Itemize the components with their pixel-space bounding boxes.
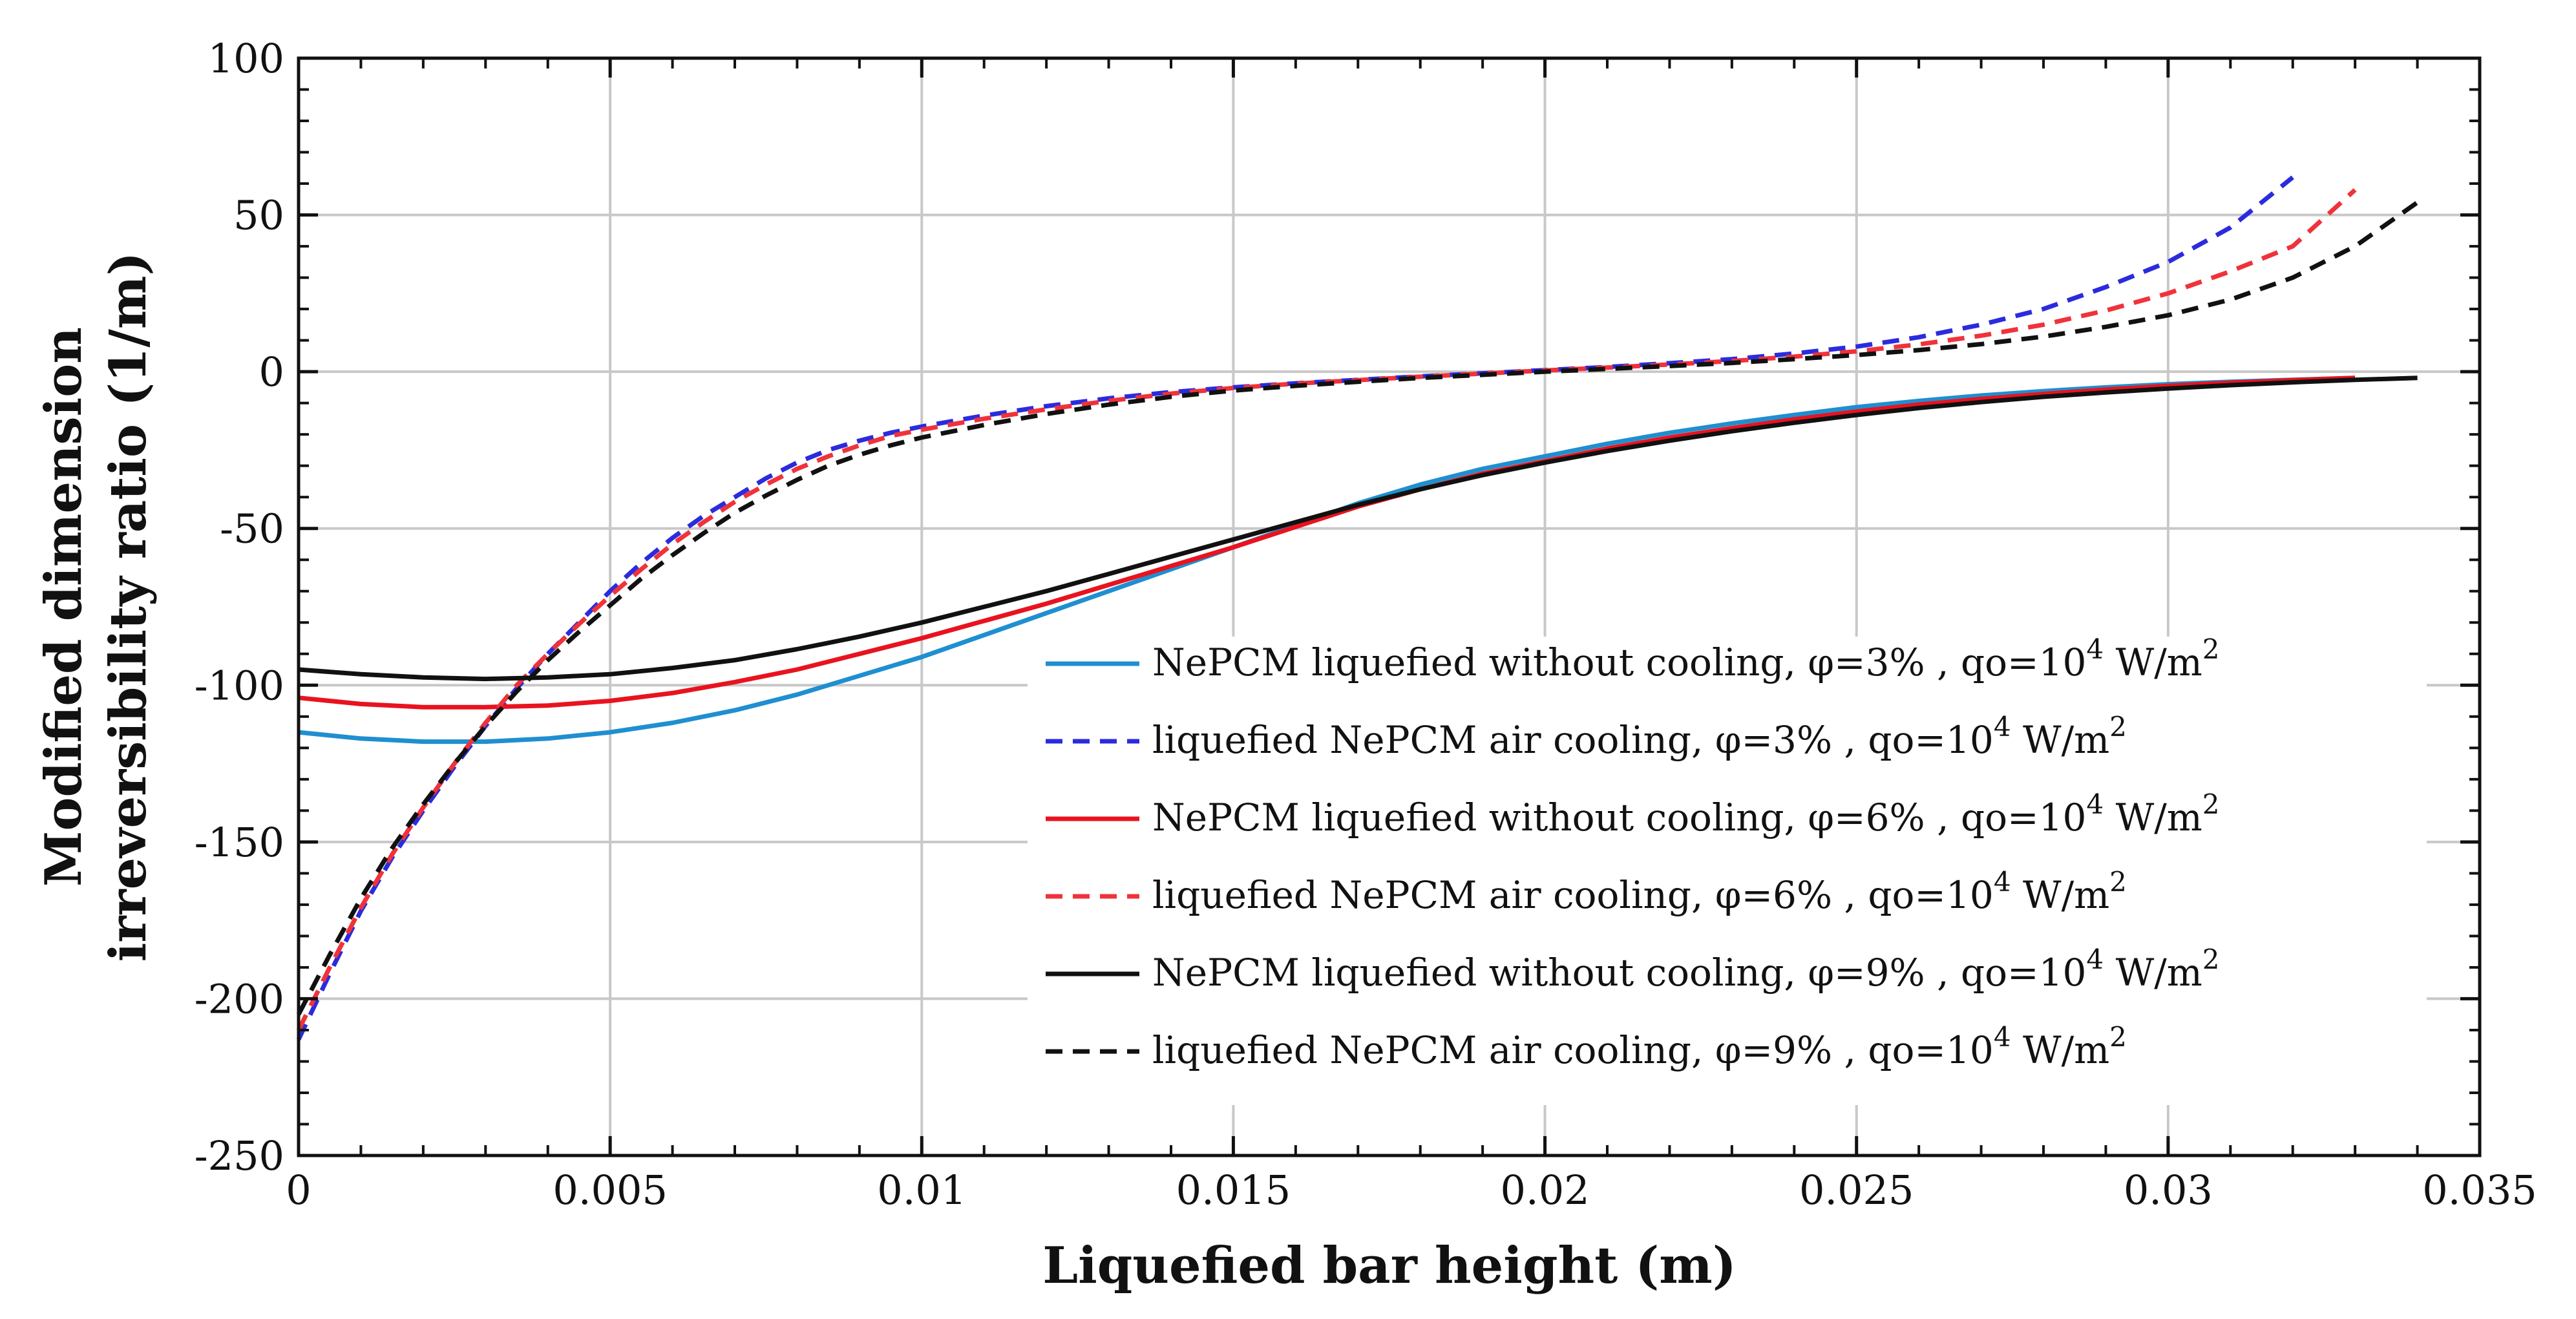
- y-axis-title-line1: Modified dimension: [34, 327, 93, 887]
- x-tick-labels: 0 0.005 0.01 0.015 0.02 0.025 0.03 0.035: [286, 1166, 2537, 1214]
- x-tick-label: 0.015: [1176, 1166, 1291, 1214]
- legend-box: [1028, 637, 2427, 1105]
- y-axis-title-line2: irreversibility ratio (1/m): [99, 252, 158, 962]
- x-tick-label: 0.005: [553, 1166, 668, 1214]
- y-tick-label: 0: [259, 348, 284, 396]
- axis-ticks: [297, 56, 2482, 1157]
- legend-label-4: liquefied NePCM air cooling, φ=6% , qo=1…: [1152, 866, 2127, 917]
- plot-frame: [297, 56, 2482, 1157]
- y-tick-label: -250: [195, 1132, 284, 1179]
- legend-label-1: NePCM liquefied without cooling, φ=3% , …: [1152, 633, 2219, 684]
- series-line-5: [298, 375, 2418, 682]
- y-tick-label: -150: [195, 819, 284, 866]
- x-tick-label: 0.01: [877, 1166, 966, 1214]
- legend-label-3: NePCM liquefied without cooling, φ=6% , …: [1152, 788, 2219, 839]
- y-tick-label: -100: [195, 662, 284, 709]
- legend-label-2: liquefied NePCM air cooling, φ=3% , qo=1…: [1152, 711, 2127, 762]
- legend-label-5: NePCM liquefied without cooling, φ=9% , …: [1152, 944, 2219, 995]
- x-tick-label: 0.03: [2124, 1166, 2213, 1214]
- y-tick-label: -50: [220, 505, 284, 553]
- x-tick-label: 0.02: [1501, 1166, 1590, 1214]
- series-lines: [296, 175, 2419, 1040]
- y-tick-label: -200: [195, 975, 284, 1022]
- x-tick-label: 0.025: [1799, 1166, 1914, 1214]
- x-tick-label: 0: [286, 1166, 311, 1214]
- y-tick-label: 100: [208, 35, 284, 82]
- x-axis-title: Liquefied bar height (m): [1042, 1236, 1736, 1295]
- legend-label-6: liquefied NePCM air cooling, φ=9% , qo=1…: [1152, 1021, 2127, 1072]
- y-tick-label: 50: [233, 192, 284, 239]
- y-tick-labels: -250 -200 -150 -100 -50 0 50 100: [195, 35, 284, 1179]
- series-line-3: [298, 375, 2356, 710]
- legend: NePCM liquefied without cooling, φ=3% , …: [1028, 633, 2427, 1105]
- x-tick-label: 0.035: [2422, 1166, 2537, 1214]
